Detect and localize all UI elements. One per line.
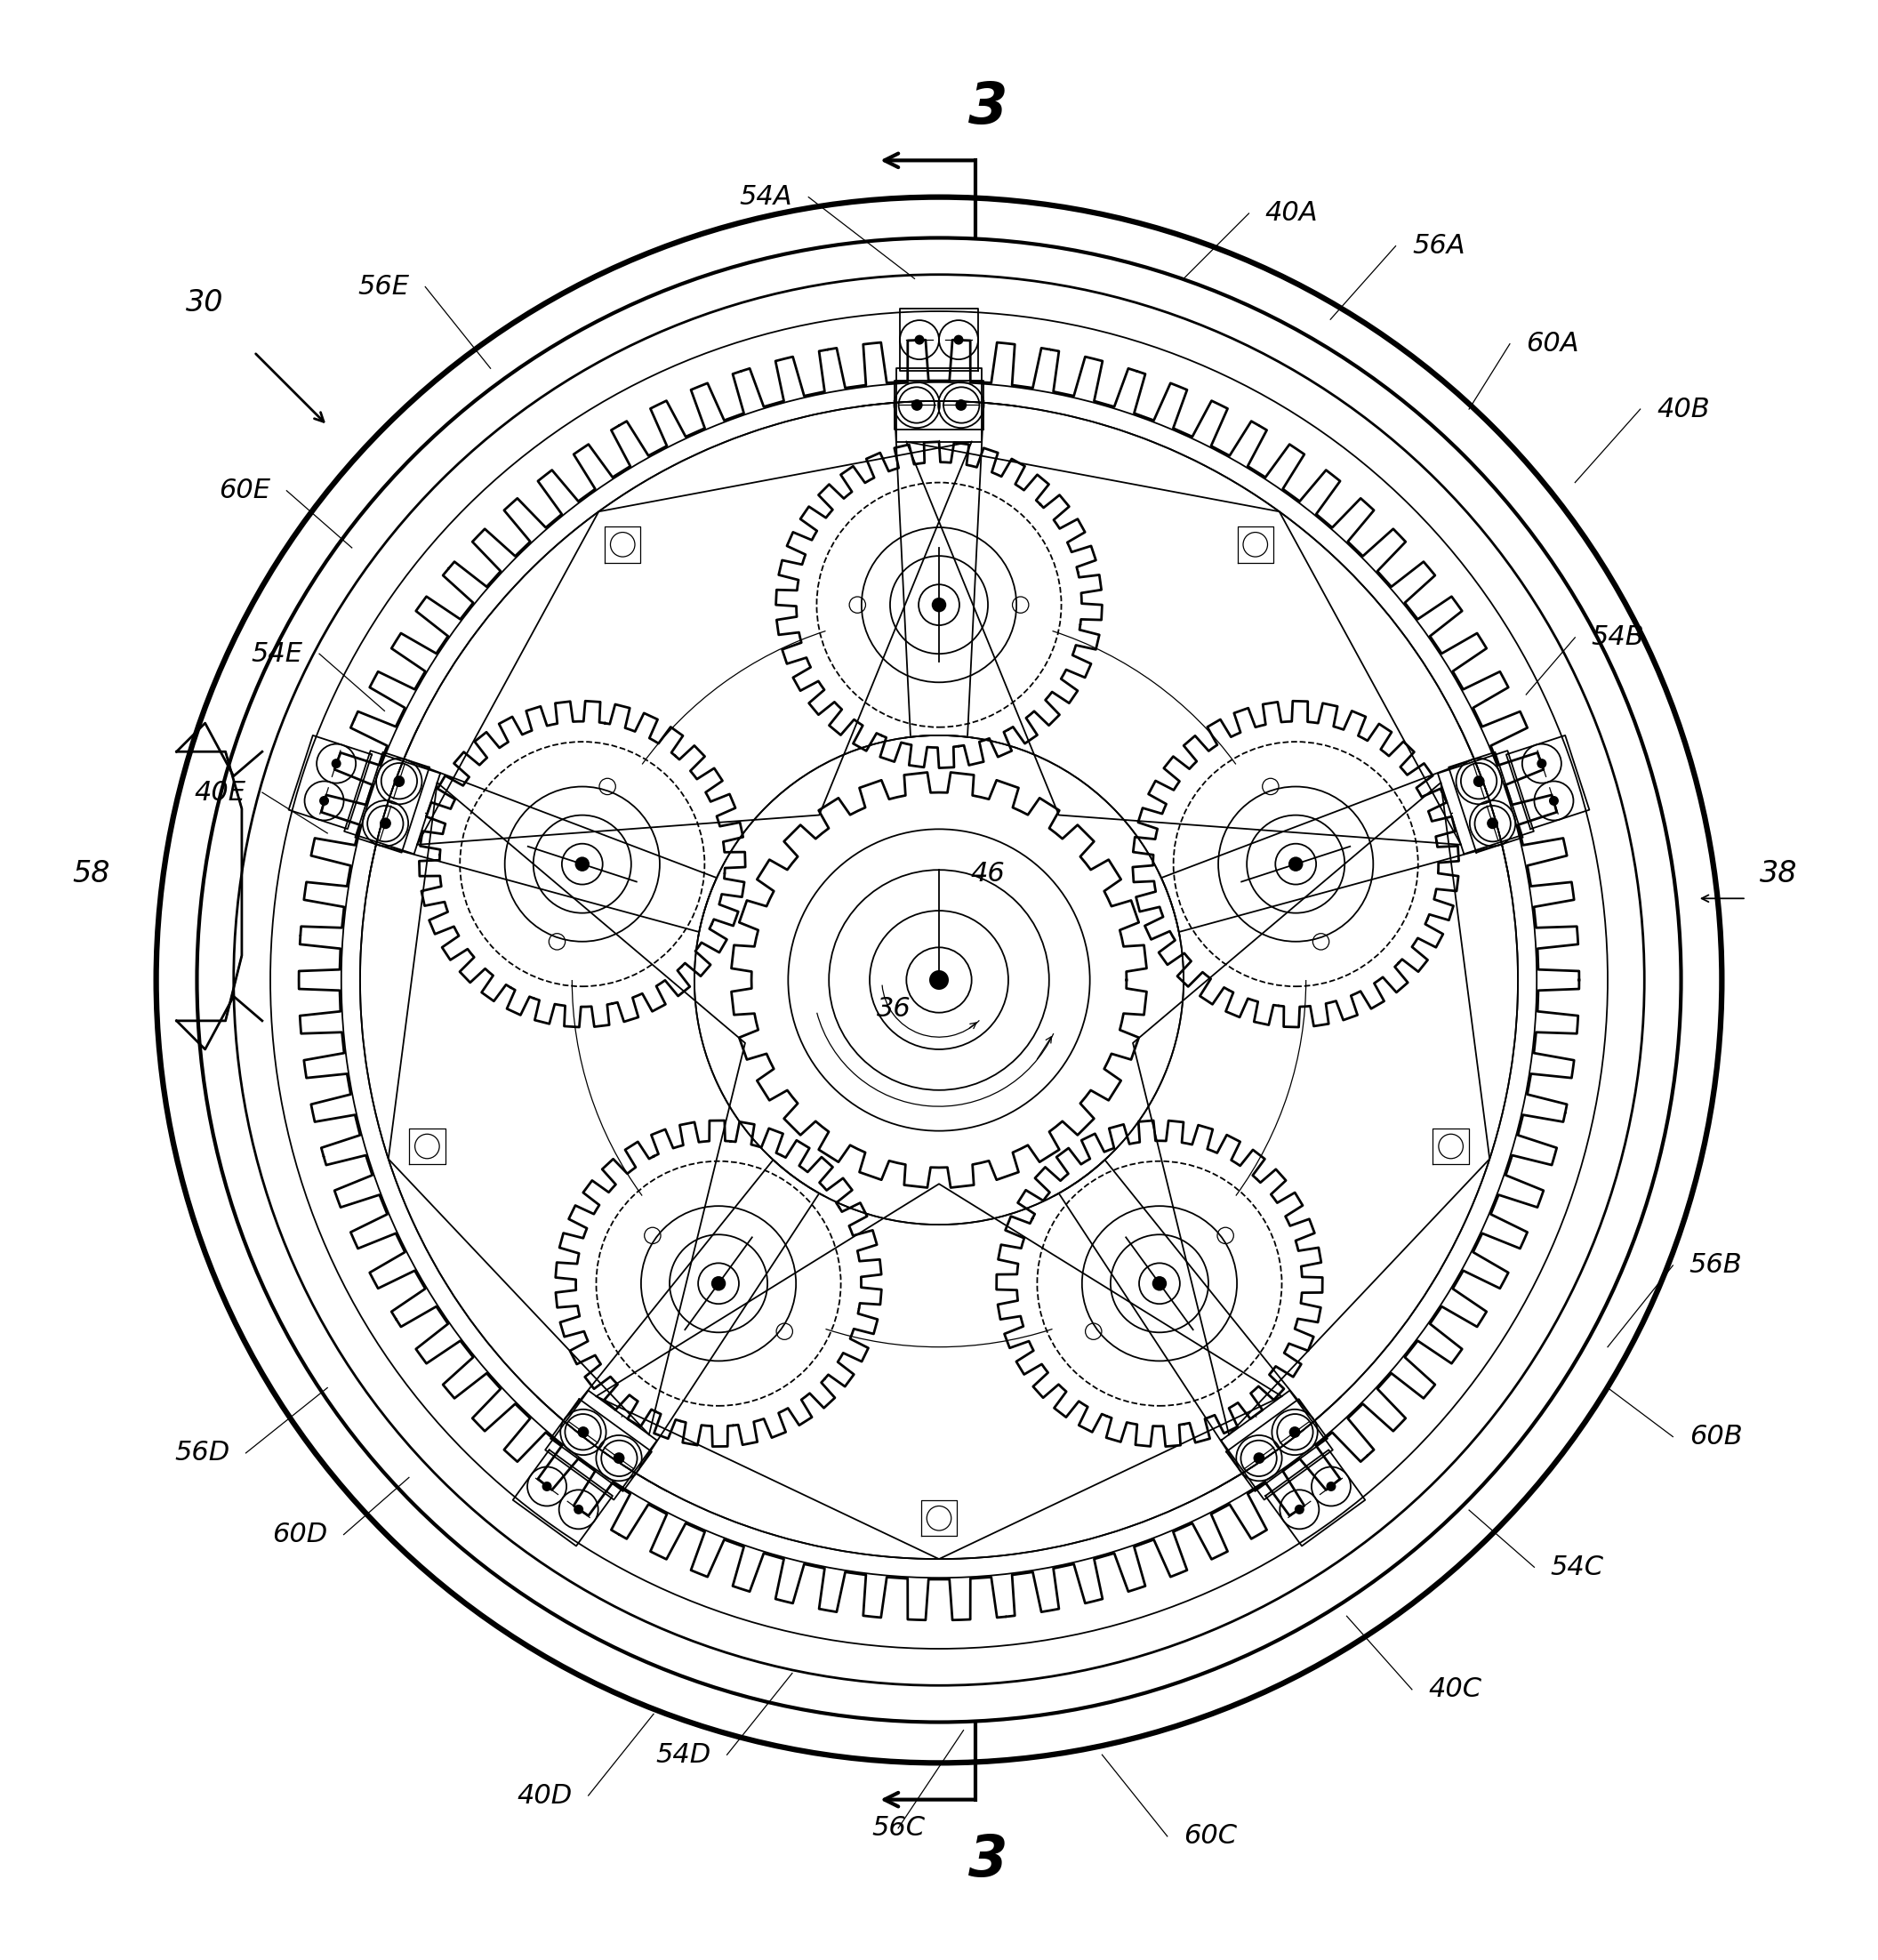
Circle shape bbox=[1290, 1427, 1300, 1437]
Text: 3: 3 bbox=[969, 80, 1008, 135]
Circle shape bbox=[956, 400, 967, 410]
Circle shape bbox=[543, 1482, 552, 1492]
Circle shape bbox=[573, 1505, 584, 1515]
Circle shape bbox=[331, 759, 342, 768]
Text: 30: 30 bbox=[186, 288, 223, 318]
Text: 60A: 60A bbox=[1527, 331, 1579, 357]
Text: 60C: 60C bbox=[1183, 1823, 1238, 1848]
Circle shape bbox=[930, 970, 948, 990]
Text: 46: 46 bbox=[971, 860, 1005, 886]
Circle shape bbox=[1487, 817, 1499, 829]
Text: 54C: 54C bbox=[1551, 1554, 1604, 1580]
Circle shape bbox=[379, 817, 391, 829]
Circle shape bbox=[381, 819, 391, 829]
Text: 56B: 56B bbox=[1688, 1252, 1743, 1278]
Text: 40E: 40E bbox=[193, 780, 246, 806]
Circle shape bbox=[1536, 759, 1547, 768]
Circle shape bbox=[393, 776, 406, 788]
Circle shape bbox=[1253, 1452, 1264, 1464]
Circle shape bbox=[575, 857, 590, 872]
Text: 54E: 54E bbox=[252, 641, 302, 666]
Circle shape bbox=[578, 1427, 590, 1439]
Circle shape bbox=[911, 400, 922, 410]
Text: 58: 58 bbox=[71, 858, 109, 888]
Circle shape bbox=[931, 598, 947, 612]
Text: 54B: 54B bbox=[1591, 625, 1645, 651]
Text: 60D: 60D bbox=[272, 1521, 327, 1548]
Text: 56E: 56E bbox=[357, 274, 409, 300]
Text: 40C: 40C bbox=[1429, 1676, 1482, 1703]
Text: 60E: 60E bbox=[218, 478, 270, 504]
Circle shape bbox=[1294, 1505, 1305, 1515]
Circle shape bbox=[956, 400, 967, 412]
Circle shape bbox=[578, 1427, 588, 1437]
Circle shape bbox=[614, 1452, 625, 1464]
Circle shape bbox=[1474, 776, 1484, 786]
Text: 38: 38 bbox=[1760, 858, 1797, 888]
Circle shape bbox=[1255, 1454, 1264, 1464]
Circle shape bbox=[1487, 819, 1497, 829]
Text: 60B: 60B bbox=[1688, 1423, 1743, 1450]
Text: 40B: 40B bbox=[1656, 396, 1709, 421]
Text: 54D: 54D bbox=[655, 1742, 710, 1768]
Text: 56A: 56A bbox=[1412, 233, 1465, 259]
Circle shape bbox=[1288, 857, 1303, 872]
Circle shape bbox=[1472, 776, 1485, 788]
Circle shape bbox=[319, 796, 329, 806]
Circle shape bbox=[614, 1454, 623, 1464]
Text: 56C: 56C bbox=[871, 1815, 924, 1840]
Circle shape bbox=[915, 335, 924, 345]
Text: 3: 3 bbox=[969, 1833, 1008, 1887]
Circle shape bbox=[1326, 1482, 1335, 1492]
Circle shape bbox=[1151, 1276, 1166, 1292]
Circle shape bbox=[1288, 1427, 1300, 1439]
Text: 56D: 56D bbox=[175, 1441, 229, 1466]
Circle shape bbox=[712, 1276, 727, 1292]
Text: 40A: 40A bbox=[1266, 200, 1318, 225]
Circle shape bbox=[1549, 796, 1559, 806]
Text: 54A: 54A bbox=[740, 184, 793, 210]
Text: 36: 36 bbox=[877, 996, 911, 1021]
Circle shape bbox=[911, 400, 922, 412]
Circle shape bbox=[954, 335, 963, 345]
Circle shape bbox=[394, 776, 404, 786]
Text: 40D: 40D bbox=[516, 1784, 573, 1809]
